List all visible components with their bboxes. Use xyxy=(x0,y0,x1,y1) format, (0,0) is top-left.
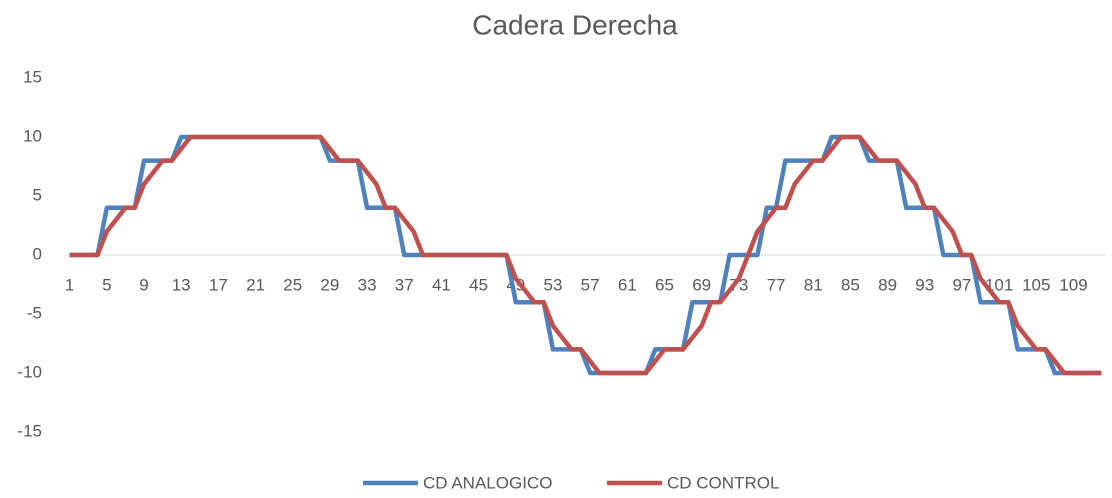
x-tick-label: 17 xyxy=(209,275,228,294)
x-tick-label: 81 xyxy=(804,275,823,294)
y-tick-label: 10 xyxy=(23,126,42,145)
x-tick-label: 89 xyxy=(878,275,897,294)
chart-title: Cadera Derecha xyxy=(472,9,678,40)
x-tick-label: 5 xyxy=(102,275,111,294)
x-tick-label: 37 xyxy=(395,275,414,294)
y-tick-label: -5 xyxy=(27,303,42,322)
x-tick-label: 85 xyxy=(841,275,860,294)
x-tick-label: 41 xyxy=(432,275,451,294)
x-tick-label: 33 xyxy=(358,275,377,294)
legend-label: CD CONTROL xyxy=(667,473,779,492)
x-tick-label: 57 xyxy=(581,275,600,294)
y-tick-label: -15 xyxy=(17,421,42,440)
x-tick-label: 29 xyxy=(320,275,339,294)
x-tick-label: 105 xyxy=(1022,275,1050,294)
x-tick-label: 9 xyxy=(139,275,148,294)
x-tick-label: 61 xyxy=(618,275,637,294)
x-tick-label: 97 xyxy=(952,275,971,294)
x-tick-label: 77 xyxy=(767,275,786,294)
series-line xyxy=(69,134,1102,376)
x-tick-label: 53 xyxy=(544,275,563,294)
x-tick-label: 65 xyxy=(655,275,674,294)
y-tick-label: 0 xyxy=(33,244,42,263)
y-tick-label: 5 xyxy=(33,185,42,204)
x-tick-label: 109 xyxy=(1059,275,1087,294)
x-tick-label: 25 xyxy=(283,275,302,294)
x-tick-label: 73 xyxy=(729,275,748,294)
x-tick-label: 69 xyxy=(692,275,711,294)
x-tick-label: 93 xyxy=(915,275,934,294)
x-tick-label: 21 xyxy=(246,275,265,294)
legend-label: CD ANALOGICO xyxy=(423,473,552,492)
x-tick-label: 45 xyxy=(469,275,488,294)
x-tick-label: 13 xyxy=(172,275,191,294)
y-tick-label: 15 xyxy=(23,67,42,86)
x-tick-label: 1 xyxy=(65,275,74,294)
y-tick-label: -10 xyxy=(17,362,42,381)
